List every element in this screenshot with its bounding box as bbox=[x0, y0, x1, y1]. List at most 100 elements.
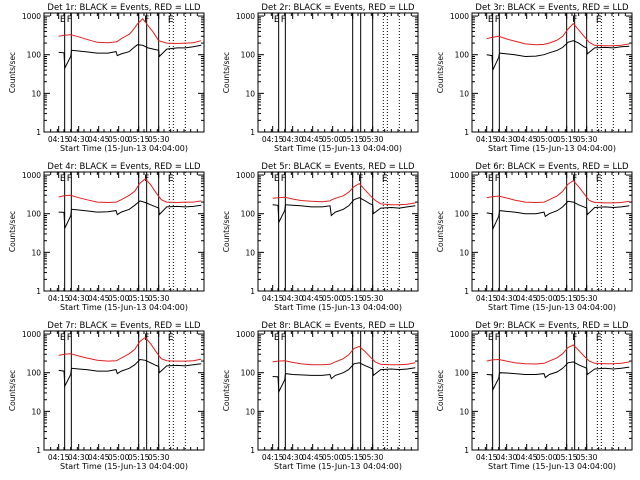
y-axis-label: Counts/sec bbox=[436, 211, 445, 252]
plot-frame bbox=[471, 171, 633, 292]
marker-label: E bbox=[60, 15, 66, 25]
x-axis-label: Start Time (15-Jun-13 04:04:00) bbox=[274, 144, 402, 153]
x-tick-label: 04:30 bbox=[496, 453, 518, 462]
y-tick-label: 100 bbox=[455, 51, 470, 60]
marker-label: F bbox=[281, 15, 286, 25]
x-axis-label: Start Time (15-Jun-13 04:04:00) bbox=[488, 462, 616, 471]
lld-series-line bbox=[486, 344, 630, 365]
x-tick-label: 04:45 bbox=[516, 135, 538, 144]
panel-title: Det 3r: BLACK = Events, RED = LLD bbox=[475, 3, 629, 13]
x-tick-label: 05:00 bbox=[322, 135, 344, 144]
plot-frame bbox=[43, 12, 205, 133]
marker-label: E bbox=[274, 333, 280, 343]
x-tick-label: 04:45 bbox=[516, 453, 538, 462]
x-tick-label: 05:00 bbox=[108, 294, 130, 303]
lld-series-line bbox=[58, 18, 202, 45]
marker-label: F bbox=[495, 174, 500, 184]
plot-frame bbox=[43, 171, 205, 292]
marker-label: E bbox=[274, 15, 280, 25]
y-tick-label: 1 bbox=[250, 446, 255, 455]
marker-label: F bbox=[144, 333, 149, 343]
panel-title: Det 6r: BLACK = Events, RED = LLD bbox=[475, 162, 629, 172]
x-tick-label: 04:30 bbox=[282, 453, 304, 462]
y-tick-label: 1000 bbox=[236, 171, 255, 180]
x-tick-label: 04:15 bbox=[48, 135, 70, 144]
panel-7: Det 7r: BLACK = Events, RED = LLD 1 10 100 1… bbox=[8, 321, 205, 471]
x-tick-label: 04:30 bbox=[68, 294, 90, 303]
x-tick-label: 05:15 bbox=[128, 453, 150, 462]
x-tick-label: 04:45 bbox=[516, 294, 538, 303]
x-tick-label: 05:30 bbox=[362, 294, 384, 303]
marker-label: F bbox=[495, 15, 500, 25]
y-tick-label: 1000 bbox=[22, 330, 41, 339]
x-axis-label: Start Time (15-Jun-13 04:04:00) bbox=[274, 303, 402, 312]
x-tick-label: 04:45 bbox=[302, 453, 324, 462]
x-tick-label: 04:30 bbox=[282, 294, 304, 303]
x-tick-label: 05:15 bbox=[556, 294, 578, 303]
marker-label: F bbox=[67, 15, 72, 25]
panel-4: Det 4r: BLACK = Events, RED = LLD 1 10 100 1… bbox=[8, 162, 205, 312]
x-tick-label: 05:00 bbox=[322, 294, 344, 303]
marker-label: F bbox=[572, 15, 577, 25]
x-tick-label: 04:15 bbox=[476, 453, 498, 462]
y-axis-label: Counts/sec bbox=[8, 370, 17, 411]
marker-label: F bbox=[572, 333, 577, 343]
events-series-line bbox=[486, 200, 630, 230]
marker-label: E bbox=[168, 15, 174, 25]
panel-5: Det 5r: BLACK = Events, RED = LLD 1 10 100 1… bbox=[222, 162, 419, 312]
x-tick-label: 05:15 bbox=[556, 453, 578, 462]
marker-label: E bbox=[382, 174, 388, 184]
y-tick-label: 10 bbox=[31, 89, 41, 98]
marker-label: E bbox=[60, 174, 66, 184]
x-tick-label: 04:30 bbox=[496, 294, 518, 303]
marker-label: F bbox=[358, 174, 363, 184]
marker-label: E bbox=[274, 174, 280, 184]
events-series-line bbox=[272, 197, 416, 225]
events-series-line bbox=[272, 362, 416, 394]
x-tick-label: 05:00 bbox=[108, 135, 130, 144]
x-tick-label: 04:45 bbox=[302, 135, 324, 144]
y-tick-label: 10 bbox=[245, 248, 255, 257]
y-axis-label: Counts/sec bbox=[222, 211, 231, 252]
x-tick-label: 04:45 bbox=[302, 294, 324, 303]
marker-label: F bbox=[495, 333, 500, 343]
x-tick-label: 05:00 bbox=[536, 135, 558, 144]
y-tick-label: 1000 bbox=[450, 12, 469, 21]
x-tick-label: 05:30 bbox=[576, 135, 598, 144]
y-tick-label: 100 bbox=[27, 369, 42, 378]
x-tick-label: 04:15 bbox=[476, 294, 498, 303]
x-axis-label: Start Time (15-Jun-13 04:04:00) bbox=[60, 462, 188, 471]
panel-6: Det 6r: BLACK = Events, RED = LLD 1 10 100 1… bbox=[436, 162, 633, 312]
events-series-line bbox=[58, 44, 202, 70]
marker-label: F bbox=[144, 174, 149, 184]
marker-label: E bbox=[168, 174, 174, 184]
x-tick-label: 05:15 bbox=[342, 453, 364, 462]
y-tick-label: 1000 bbox=[22, 171, 41, 180]
plot-frame bbox=[471, 12, 633, 133]
lld-series-line bbox=[272, 182, 416, 206]
y-tick-label: 10 bbox=[245, 407, 255, 416]
y-tick-label: 1000 bbox=[450, 330, 469, 339]
panel-title: Det 1r: BLACK = Events, RED = LLD bbox=[47, 3, 201, 13]
lld-series-line bbox=[58, 336, 202, 362]
panel-title: Det 7r: BLACK = Events, RED = LLD bbox=[47, 321, 201, 331]
plot-frame bbox=[257, 330, 419, 451]
x-tick-label: 04:30 bbox=[282, 135, 304, 144]
x-tick-label: 05:15 bbox=[128, 294, 150, 303]
x-tick-label: 05:15 bbox=[342, 135, 364, 144]
panel-8: Det 8r: BLACK = Events, RED = LLD 1 10 100 1… bbox=[222, 321, 419, 471]
marker-label: E bbox=[60, 333, 66, 343]
y-tick-label: 10 bbox=[245, 89, 255, 98]
y-axis-label: Counts/sec bbox=[436, 52, 445, 93]
events-series-line bbox=[58, 200, 202, 229]
x-tick-label: 05:15 bbox=[128, 135, 150, 144]
x-tick-label: 05:00 bbox=[536, 294, 558, 303]
y-tick-label: 1 bbox=[464, 287, 469, 296]
events-series-line bbox=[486, 361, 630, 392]
y-tick-label: 1000 bbox=[22, 12, 41, 21]
y-tick-label: 100 bbox=[455, 210, 470, 219]
marker-label: E bbox=[596, 15, 602, 25]
marker-label: F bbox=[67, 174, 72, 184]
x-tick-label: 04:15 bbox=[476, 135, 498, 144]
y-tick-label: 1 bbox=[250, 287, 255, 296]
